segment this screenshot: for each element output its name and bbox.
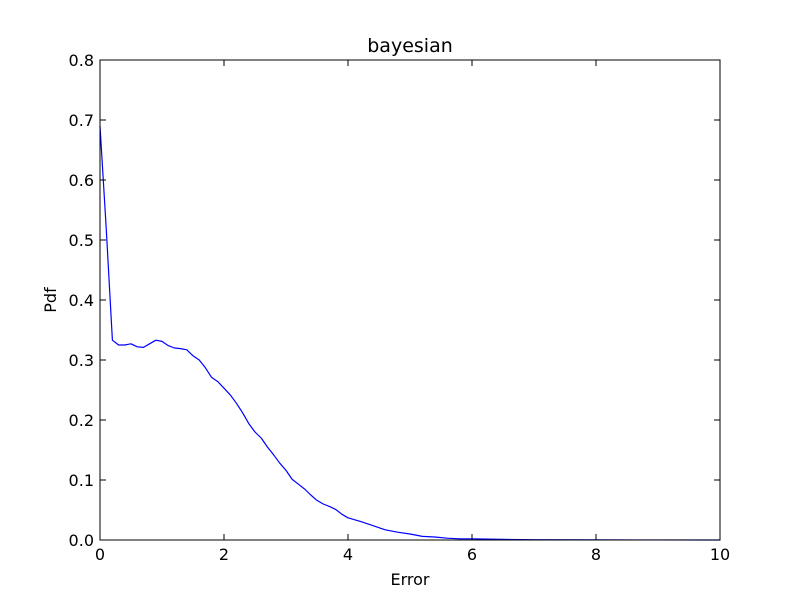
x-axis-label: Error: [391, 570, 430, 589]
x-tick-label: 0: [95, 545, 105, 564]
plot-area: [99, 125, 721, 541]
x-tick-label: 6: [467, 545, 477, 564]
y-tick-label: 0.1: [69, 471, 94, 490]
series-line-0: [99, 125, 721, 541]
y-tick-label: 0.0: [69, 531, 94, 550]
y-tick-label: 0.5: [69, 231, 94, 250]
y-tick-label: 0.7: [69, 111, 94, 130]
x-tick-label: 2: [219, 545, 229, 564]
y-tick-label: 0.3: [69, 351, 94, 370]
y-tick-label: 0.8: [69, 51, 94, 70]
axes-frame: [99, 59, 721, 541]
x-tick-label: 4: [343, 545, 353, 564]
y-tick-label: 0.4: [69, 291, 94, 310]
x-tick-label: 8: [591, 545, 601, 564]
y-axis-label: Pdf: [41, 287, 60, 313]
y-tick-label: 0.2: [69, 411, 94, 430]
x-tick-label: 10: [710, 545, 730, 564]
y-tick-label: 0.6: [69, 171, 94, 190]
chart-title: bayesian: [367, 35, 453, 57]
